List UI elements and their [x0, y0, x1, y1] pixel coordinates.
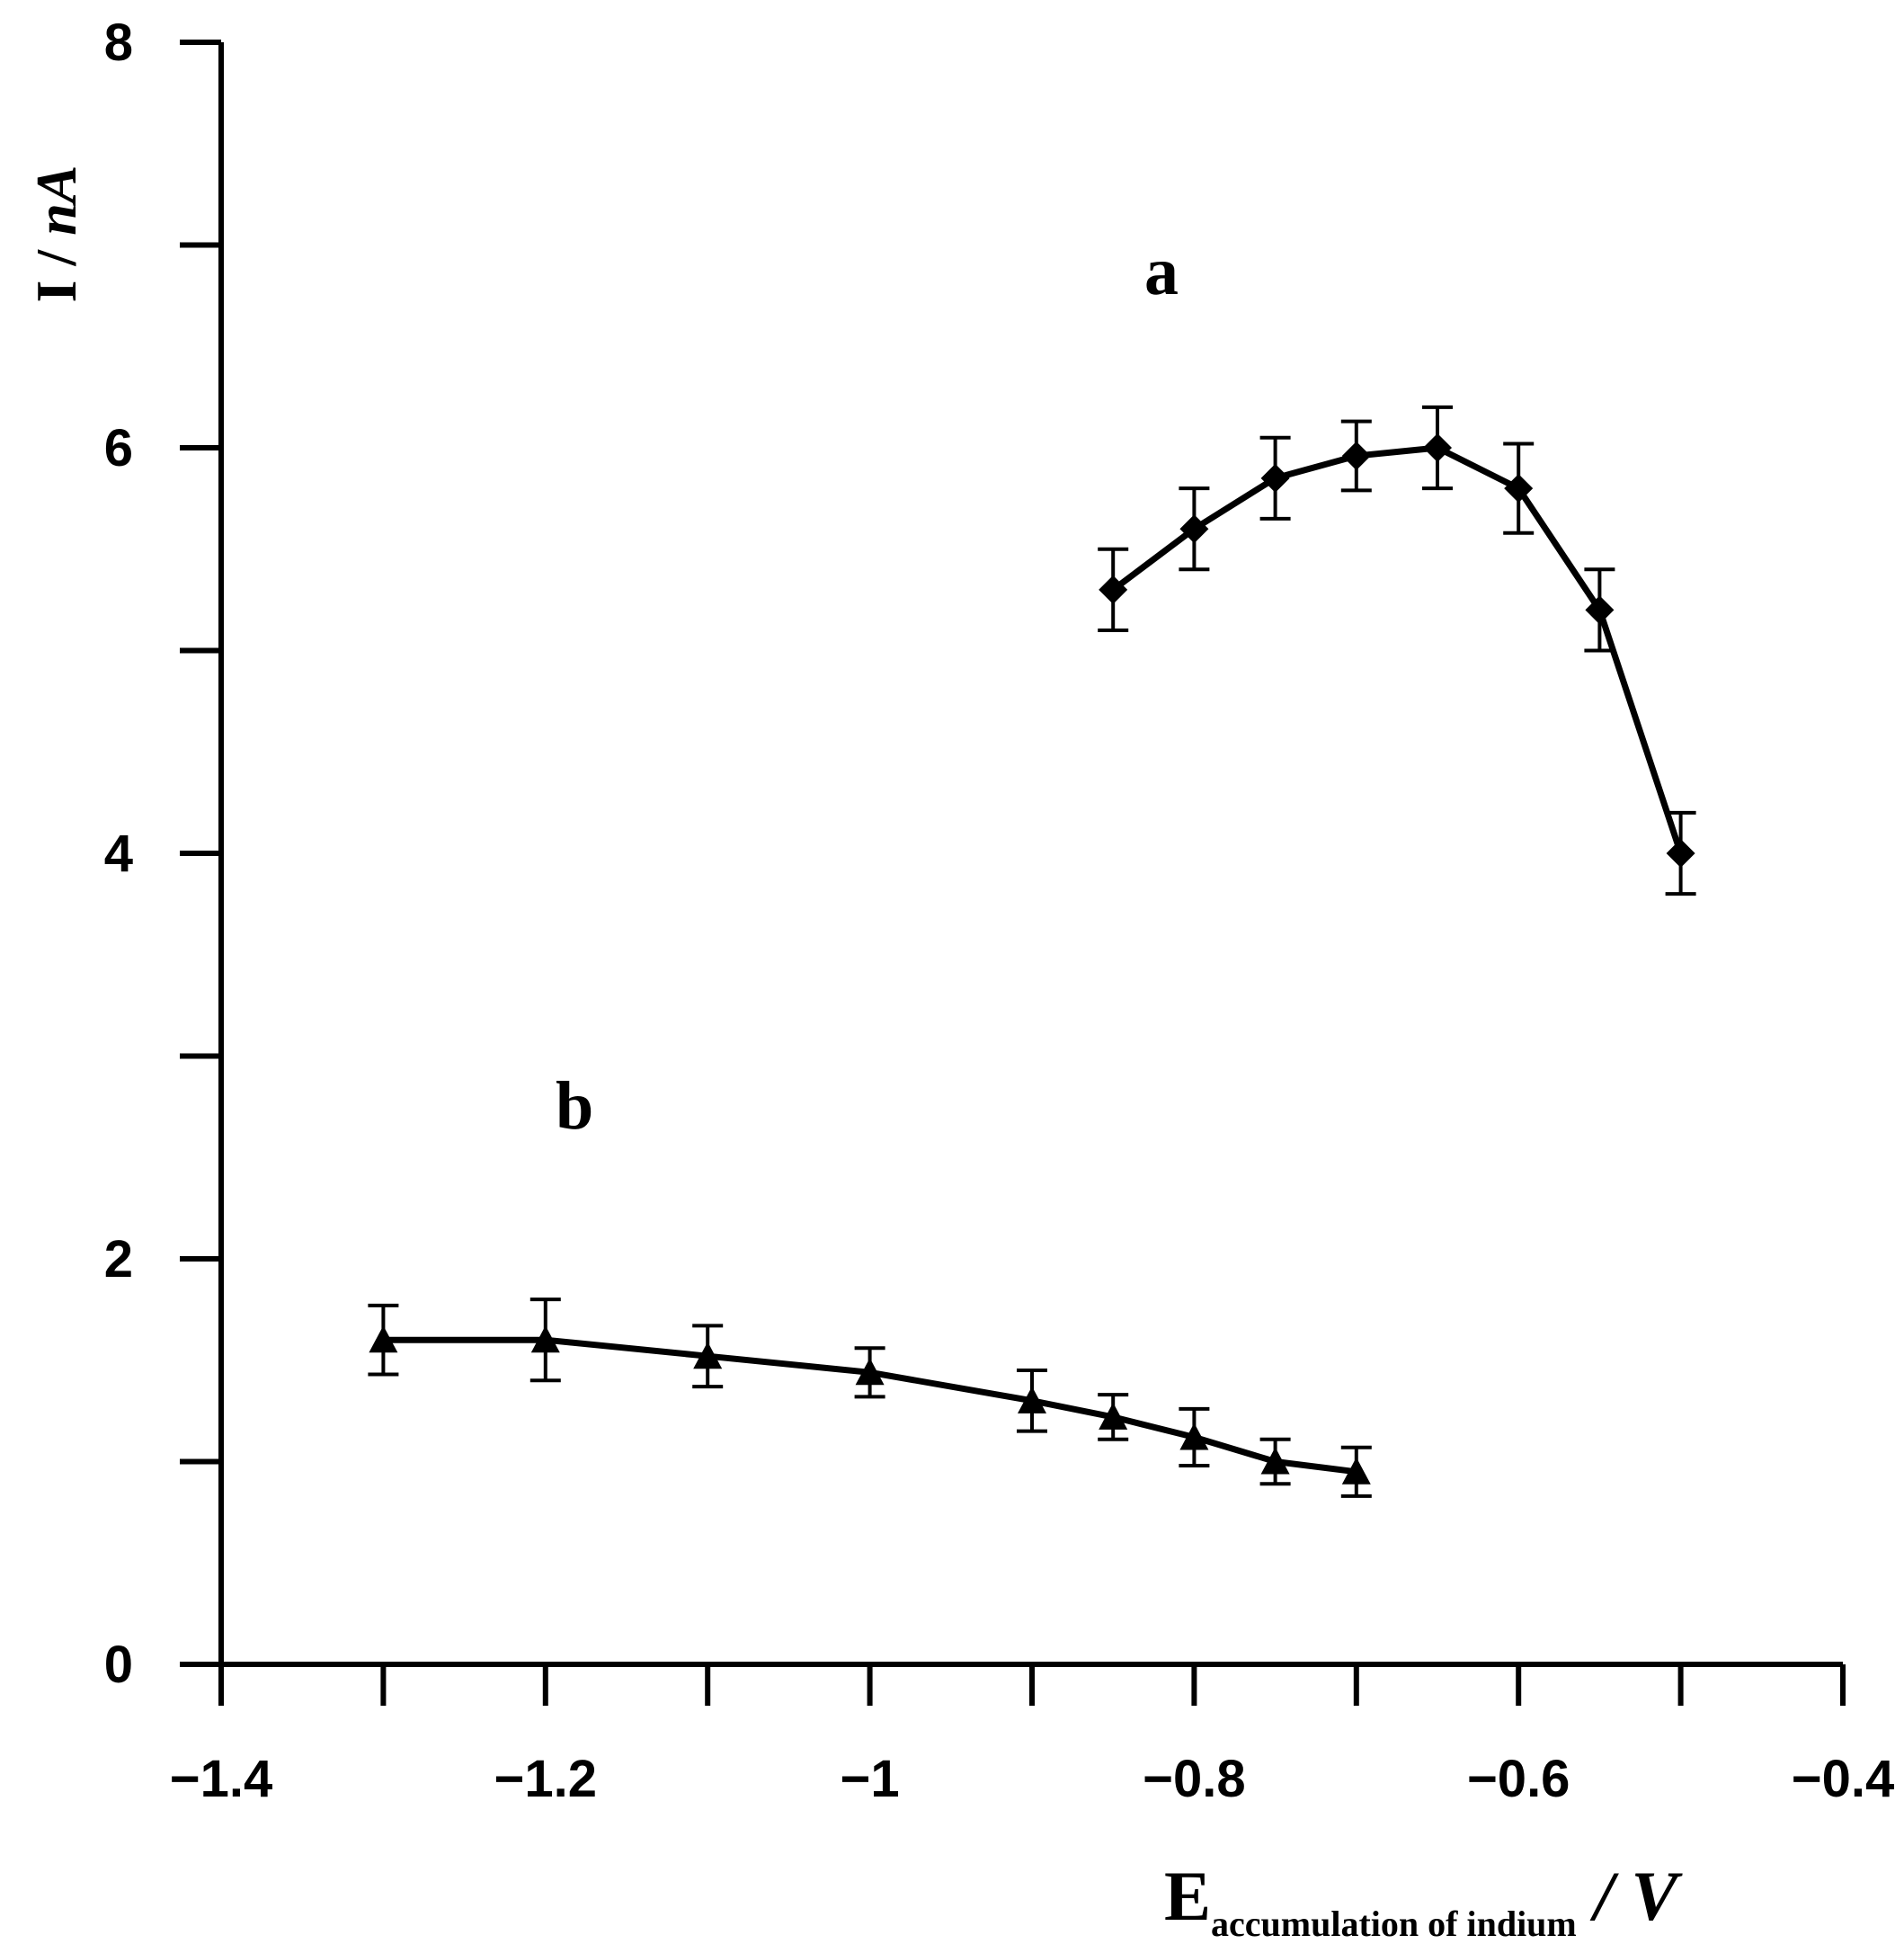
y-tick-label: 2 [104, 1230, 133, 1289]
y-tick-label: 0 [104, 1636, 133, 1694]
x-tick-label: −1.2 [494, 1750, 598, 1808]
data-point-diamond [1341, 441, 1371, 471]
y-tick-label: 4 [104, 825, 133, 883]
data-point-diamond [1179, 514, 1209, 544]
series-label-a: a [1144, 234, 1179, 309]
axis-ticks: 0 2 4 6 8 −1.4 −1.2 −1 −0.8 −0.6 −0.4 [104, 13, 1895, 1808]
data-point-triangle [530, 1325, 560, 1353]
x-axis-title: Eaccumulation of indium / V [1164, 1857, 1683, 1944]
data-point-triangle [1179, 1422, 1209, 1450]
data-point-triangle [1260, 1447, 1290, 1475]
series-layer [368, 405, 1696, 1498]
y-tick-label: 6 [104, 419, 133, 477]
x-tick-label: −1.4 [170, 1750, 273, 1808]
data-point-triangle [1018, 1386, 1046, 1413]
data-point-triangle [1341, 1457, 1371, 1485]
data-point-diamond [1666, 839, 1695, 868]
x-axis-title-main: E [1164, 1857, 1211, 1935]
data-point-triangle [855, 1358, 885, 1386]
data-point-diamond [1260, 463, 1290, 493]
series-a [1098, 405, 1696, 896]
data-point-triangle [1099, 1402, 1128, 1430]
data-point-triangle [693, 1342, 723, 1369]
x-tick-label: −0.6 [1467, 1750, 1570, 1808]
axes [180, 42, 1843, 1667]
y-axis-title-main: I / [24, 236, 88, 303]
data-point-diamond [1099, 575, 1128, 604]
y-axis-title: I / nA [24, 165, 88, 303]
data-point-diamond [1504, 474, 1534, 504]
x-tick-label: −0.8 [1143, 1750, 1246, 1808]
data-point-diamond [1585, 595, 1615, 625]
x-axis-title-subscript: accumulation of indium [1211, 1904, 1577, 1944]
data-point-triangle [369, 1325, 398, 1353]
y-axis-title-unit: nA [24, 165, 88, 236]
y-tick-label: 8 [104, 13, 133, 72]
series-label-b: b [556, 1068, 593, 1144]
data-point-diamond [1423, 433, 1452, 462]
series-b [368, 1297, 1372, 1498]
x-tick-label: −0.4 [1792, 1750, 1895, 1808]
series-line-a [1111, 444, 1684, 855]
x-tick-label: −1 [841, 1750, 900, 1808]
x-axis-title-unit: / V [1577, 1857, 1684, 1935]
